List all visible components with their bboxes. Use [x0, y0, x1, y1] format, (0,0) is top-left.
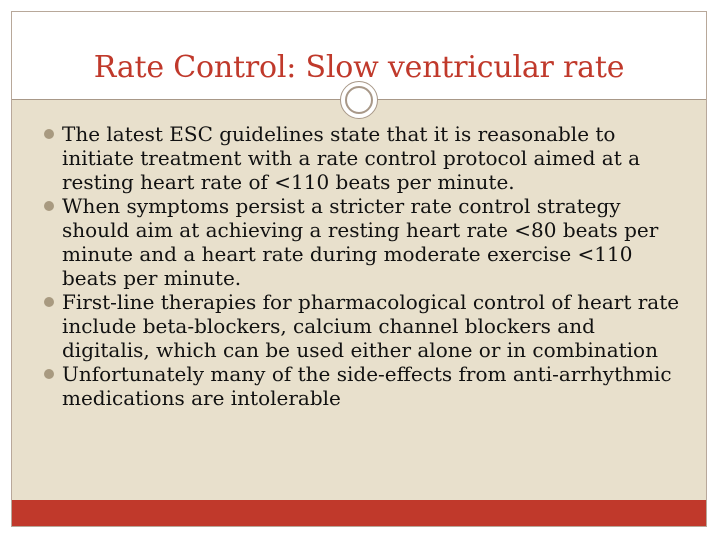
bullet-text: Unfortunately many of the side-effects f…	[62, 362, 672, 410]
circle-bullet-icon	[44, 201, 54, 211]
bullet-text: First-line therapies for pharmacological…	[62, 290, 680, 362]
footer-bar	[12, 500, 706, 526]
bullet-list: The latest ESC guidelines state that it …	[44, 122, 684, 410]
slide-title: Rate Control: Slow ventricular rate	[93, 50, 625, 85]
ring-ornament-inner	[345, 86, 373, 114]
circle-bullet-icon	[44, 129, 54, 139]
bullet-text: When symptoms persist a stricter rate co…	[62, 194, 659, 290]
content-panel	[12, 100, 706, 500]
bullet-item: First-line therapies for pharmacological…	[44, 290, 684, 362]
circle-bullet-icon	[44, 369, 54, 379]
bullet-item: Unfortunately many of the side-effects f…	[44, 362, 684, 410]
circle-bullet-icon	[44, 297, 54, 307]
bullet-text: The latest ESC guidelines state that it …	[62, 122, 641, 194]
ring-ornament-icon	[340, 81, 378, 119]
bullet-item: The latest ESC guidelines state that it …	[44, 122, 684, 194]
bullet-item: When symptoms persist a stricter rate co…	[44, 194, 684, 290]
